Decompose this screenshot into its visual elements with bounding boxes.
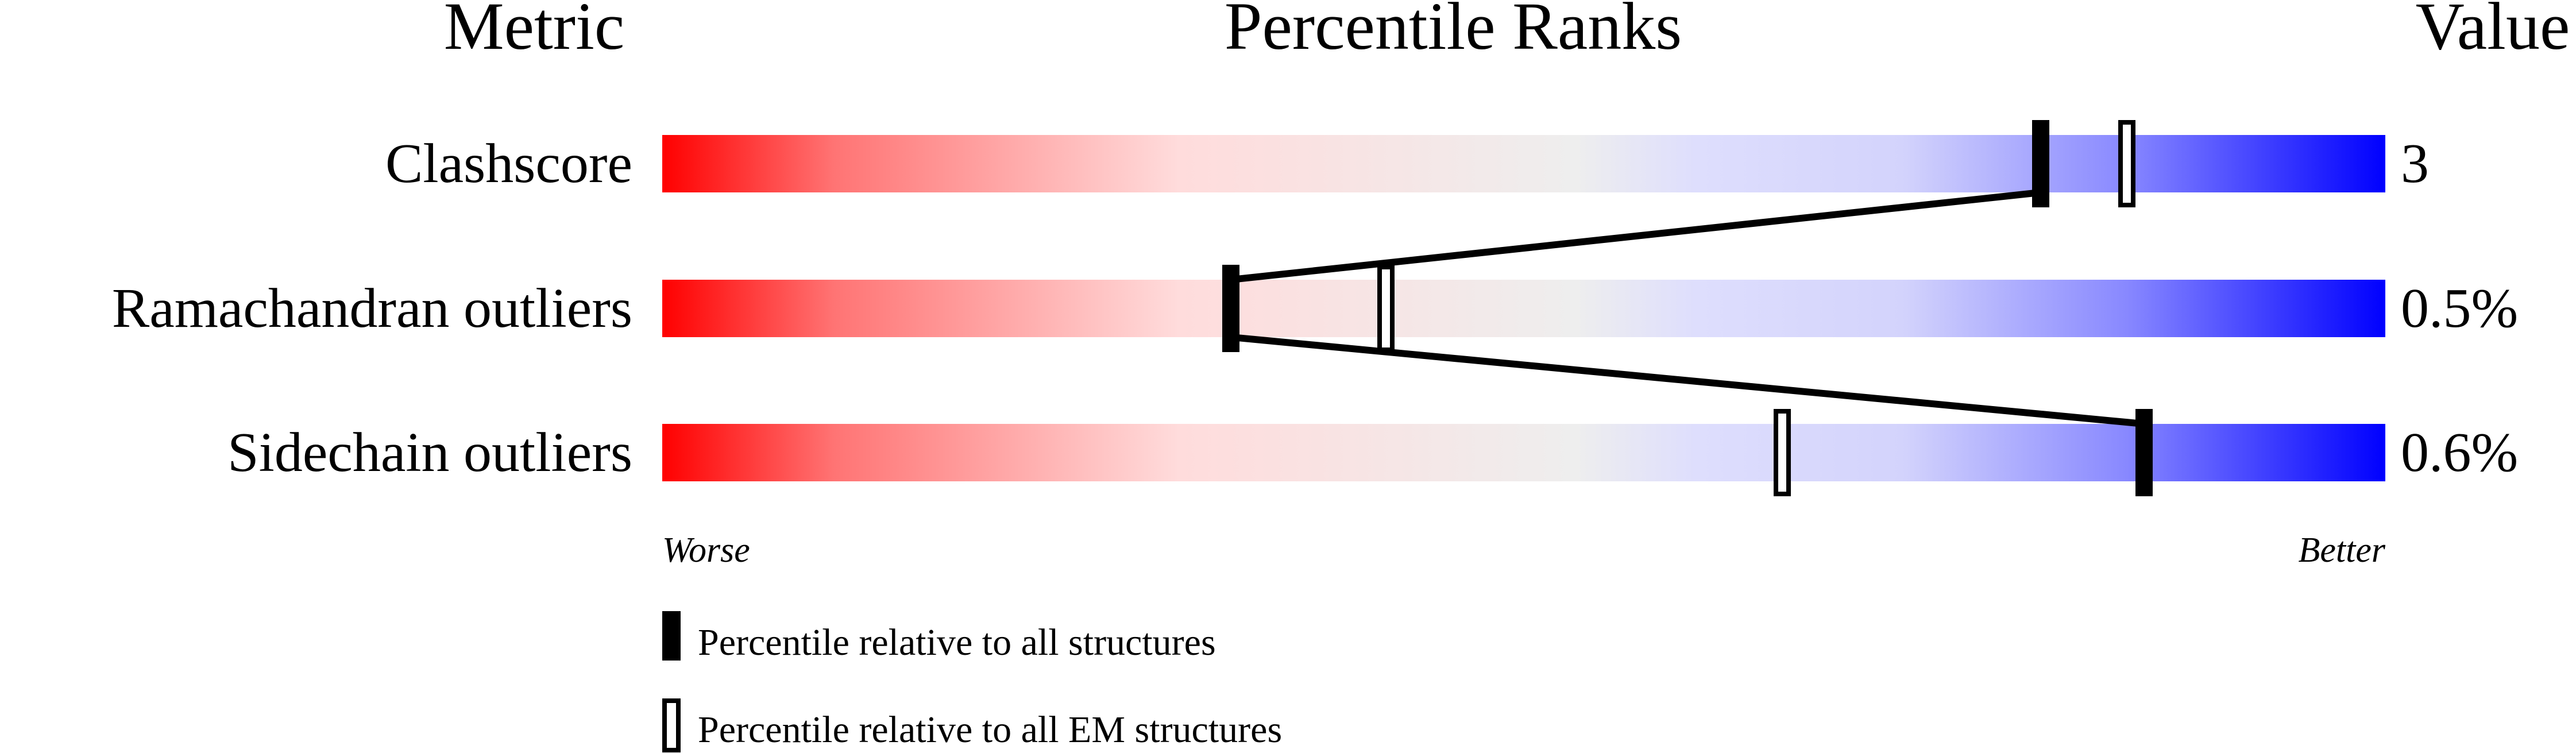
metric-value: 0.5% [2401, 277, 2518, 339]
percentile-bar [662, 424, 2385, 481]
percentile-bar [662, 280, 2385, 337]
legend-open-marker [662, 698, 681, 752]
connector-line [1230, 334, 2145, 427]
axis-worse-label: Worse [662, 531, 750, 570]
connector-line [1230, 189, 2041, 283]
metric-label: Clashscore [385, 133, 632, 195]
marker-all-percentile [2032, 120, 2049, 207]
marker-em-percentile [1377, 265, 1395, 352]
marker-em-percentile [1774, 409, 1791, 496]
metric-label: Sidechain outliers [227, 422, 632, 484]
percentile-bar [662, 135, 2385, 192]
axis-better-label: Better [2299, 531, 2386, 570]
header-metric: Metric [444, 0, 625, 64]
header-value: Value [2416, 0, 2570, 64]
marker-em-percentile [2118, 120, 2135, 207]
marker-all-percentile [2135, 409, 2153, 496]
metric-label: Ramachandran outliers [112, 277, 632, 339]
legend-filled-marker [662, 611, 681, 661]
legend-em-structures: Percentile relative to all EM structures [698, 709, 1282, 751]
marker-all-percentile [1222, 265, 1239, 352]
legend-all-structures: Percentile relative to all structures [698, 621, 1216, 663]
metric-value: 0.6% [2401, 422, 2518, 484]
header-percentile-ranks: Percentile Ranks [1225, 0, 1682, 64]
metric-value: 3 [2401, 133, 2429, 195]
